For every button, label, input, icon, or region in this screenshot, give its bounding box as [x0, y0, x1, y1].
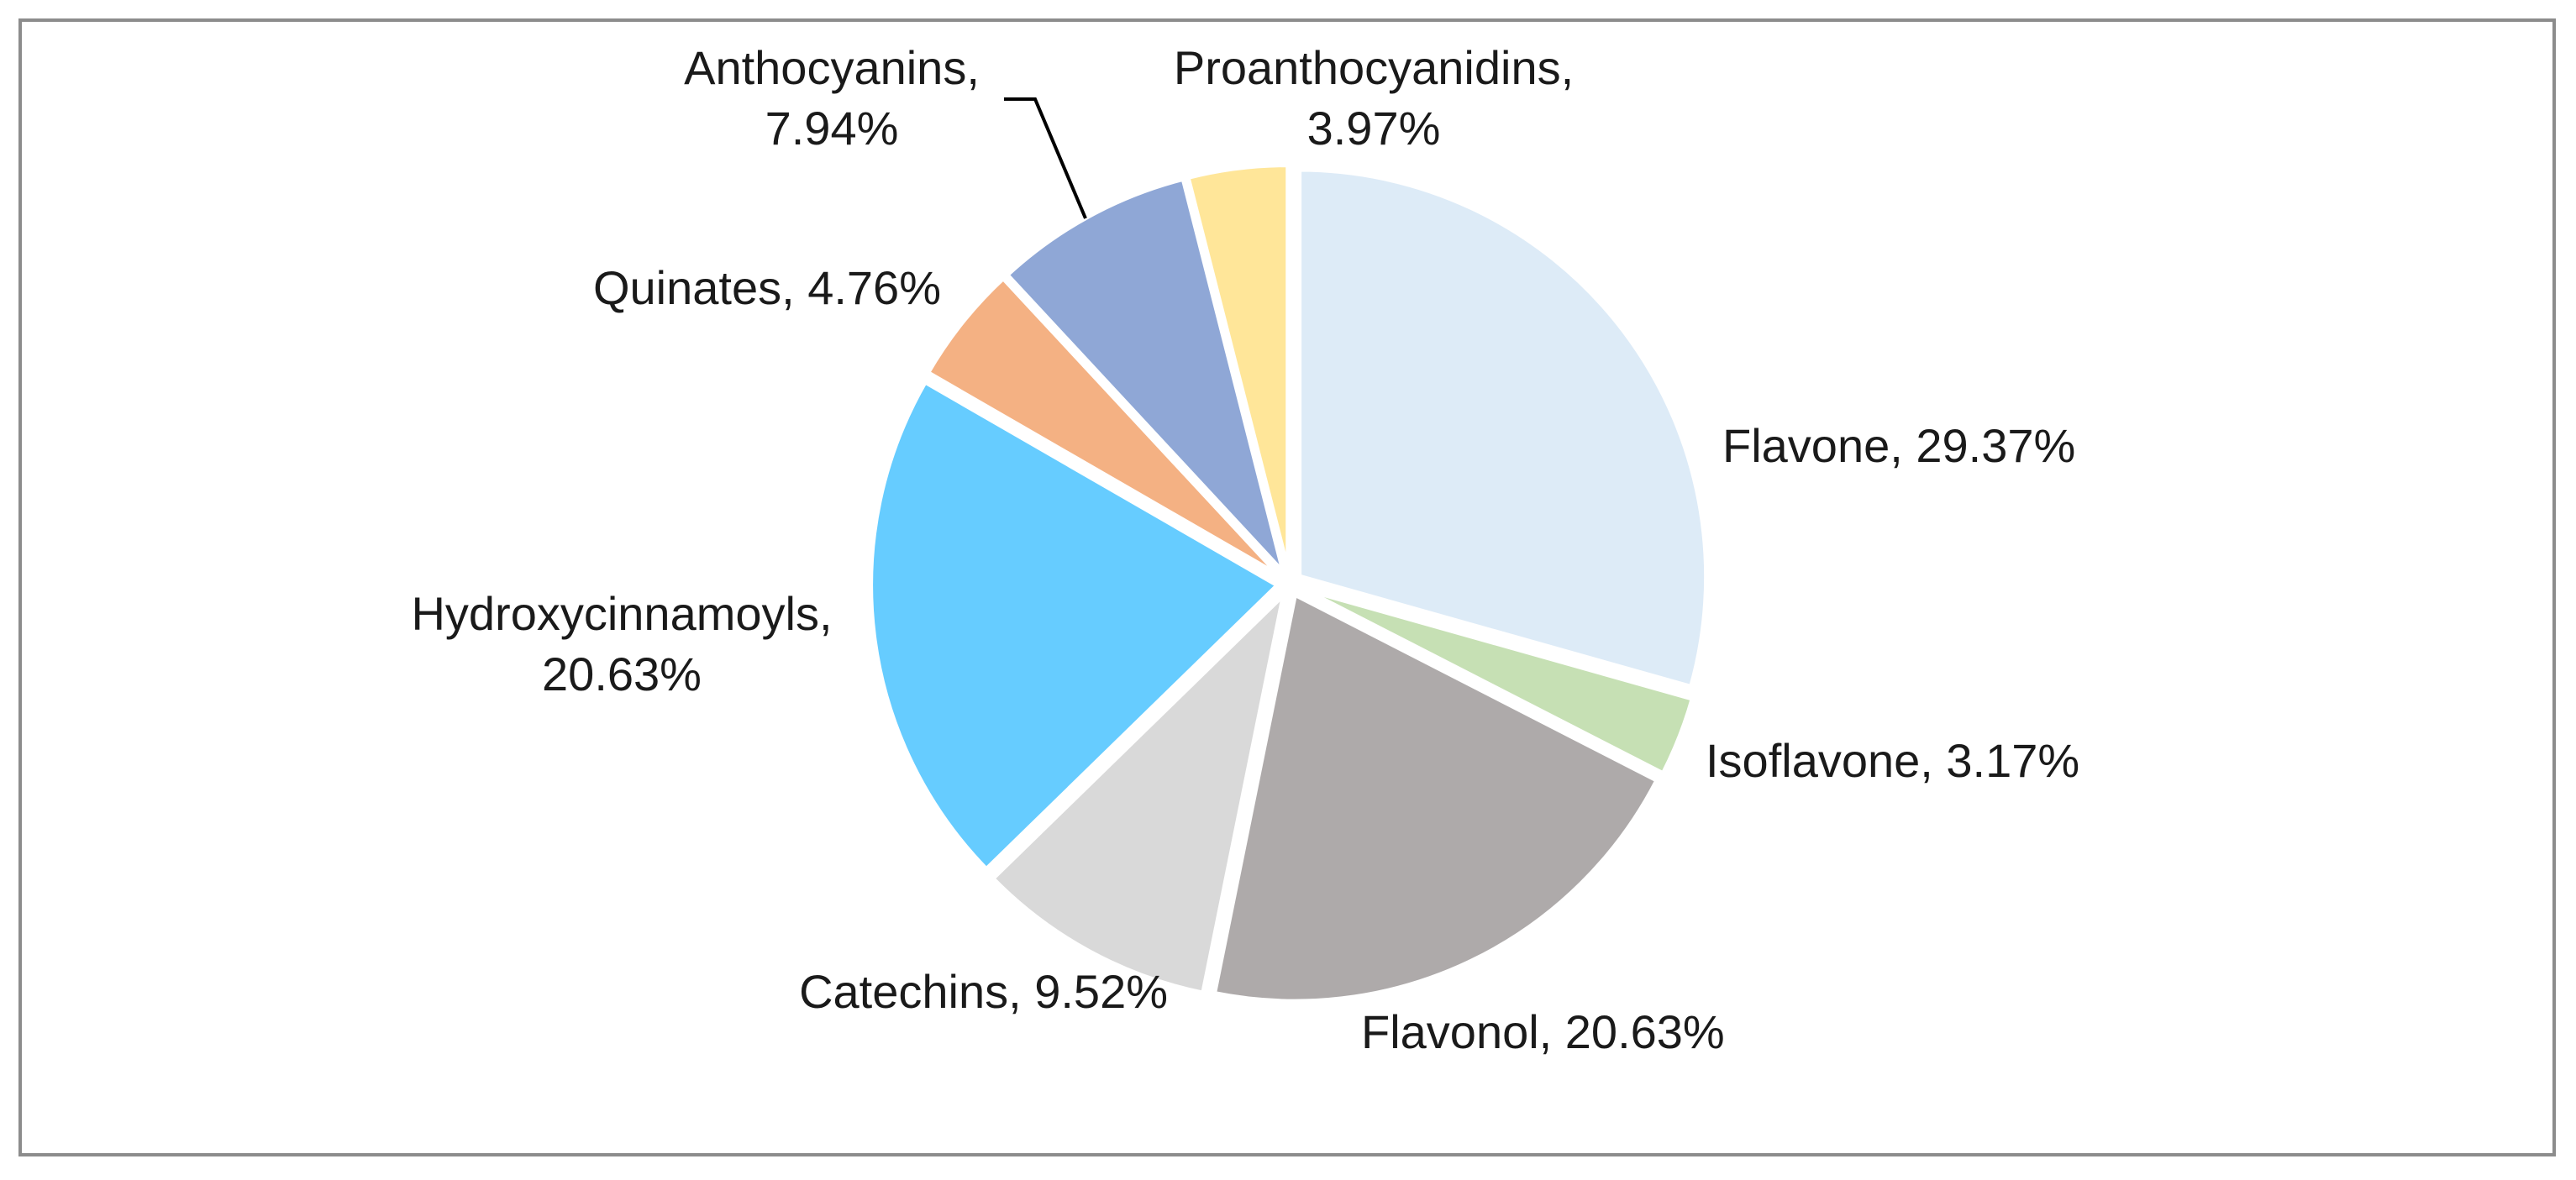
- data-label-proanthocyanidins: Proanthocyanidins, 3.97%: [1174, 41, 1574, 155]
- pie-slice-catechins: [990, 591, 1287, 996]
- pie-slice-quinates: [924, 275, 1284, 580]
- pie-slice-hydroxycinnamoyls: [868, 379, 1281, 873]
- pie-slice-anthocyanins: [1004, 176, 1287, 576]
- data-label-isoflavone: Isoflavone, 3.17%: [1706, 734, 2079, 787]
- data-label-anthocyanins: Anthocyanins, 7.94%: [684, 41, 980, 155]
- data-label-flavone: Flavone, 29.37%: [1722, 419, 2075, 472]
- data-label-hydroxycinnamoyls: Hydroxycinnamoyls, 20.63%: [411, 587, 832, 700]
- pie-slice-isoflavone: [1298, 585, 1695, 777]
- data-label-quinates: Quinates, 4.76%: [593, 261, 941, 314]
- pie-slice-flavone: [1296, 166, 1710, 690]
- pie-slice-flavonol: [1211, 591, 1660, 1004]
- data-label-flavonol: Flavonol, 20.63%: [1361, 1005, 1725, 1058]
- data-label-catechins: Catechins, 9.52%: [799, 965, 1168, 1018]
- leader-line-anthocyanins: [1004, 97, 1087, 219]
- pie-slice-proanthocyanidins: [1185, 162, 1291, 575]
